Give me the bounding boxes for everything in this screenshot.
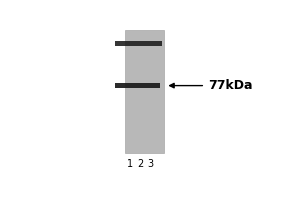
Text: 3: 3 [148, 159, 154, 169]
Bar [115, 41, 161, 46]
Text: 2: 2 [137, 159, 144, 169]
Text: 1: 1 [128, 159, 134, 169]
Bar [125, 30, 164, 153]
Bar [115, 83, 160, 88]
Text: 77kDa: 77kDa [170, 79, 253, 92]
